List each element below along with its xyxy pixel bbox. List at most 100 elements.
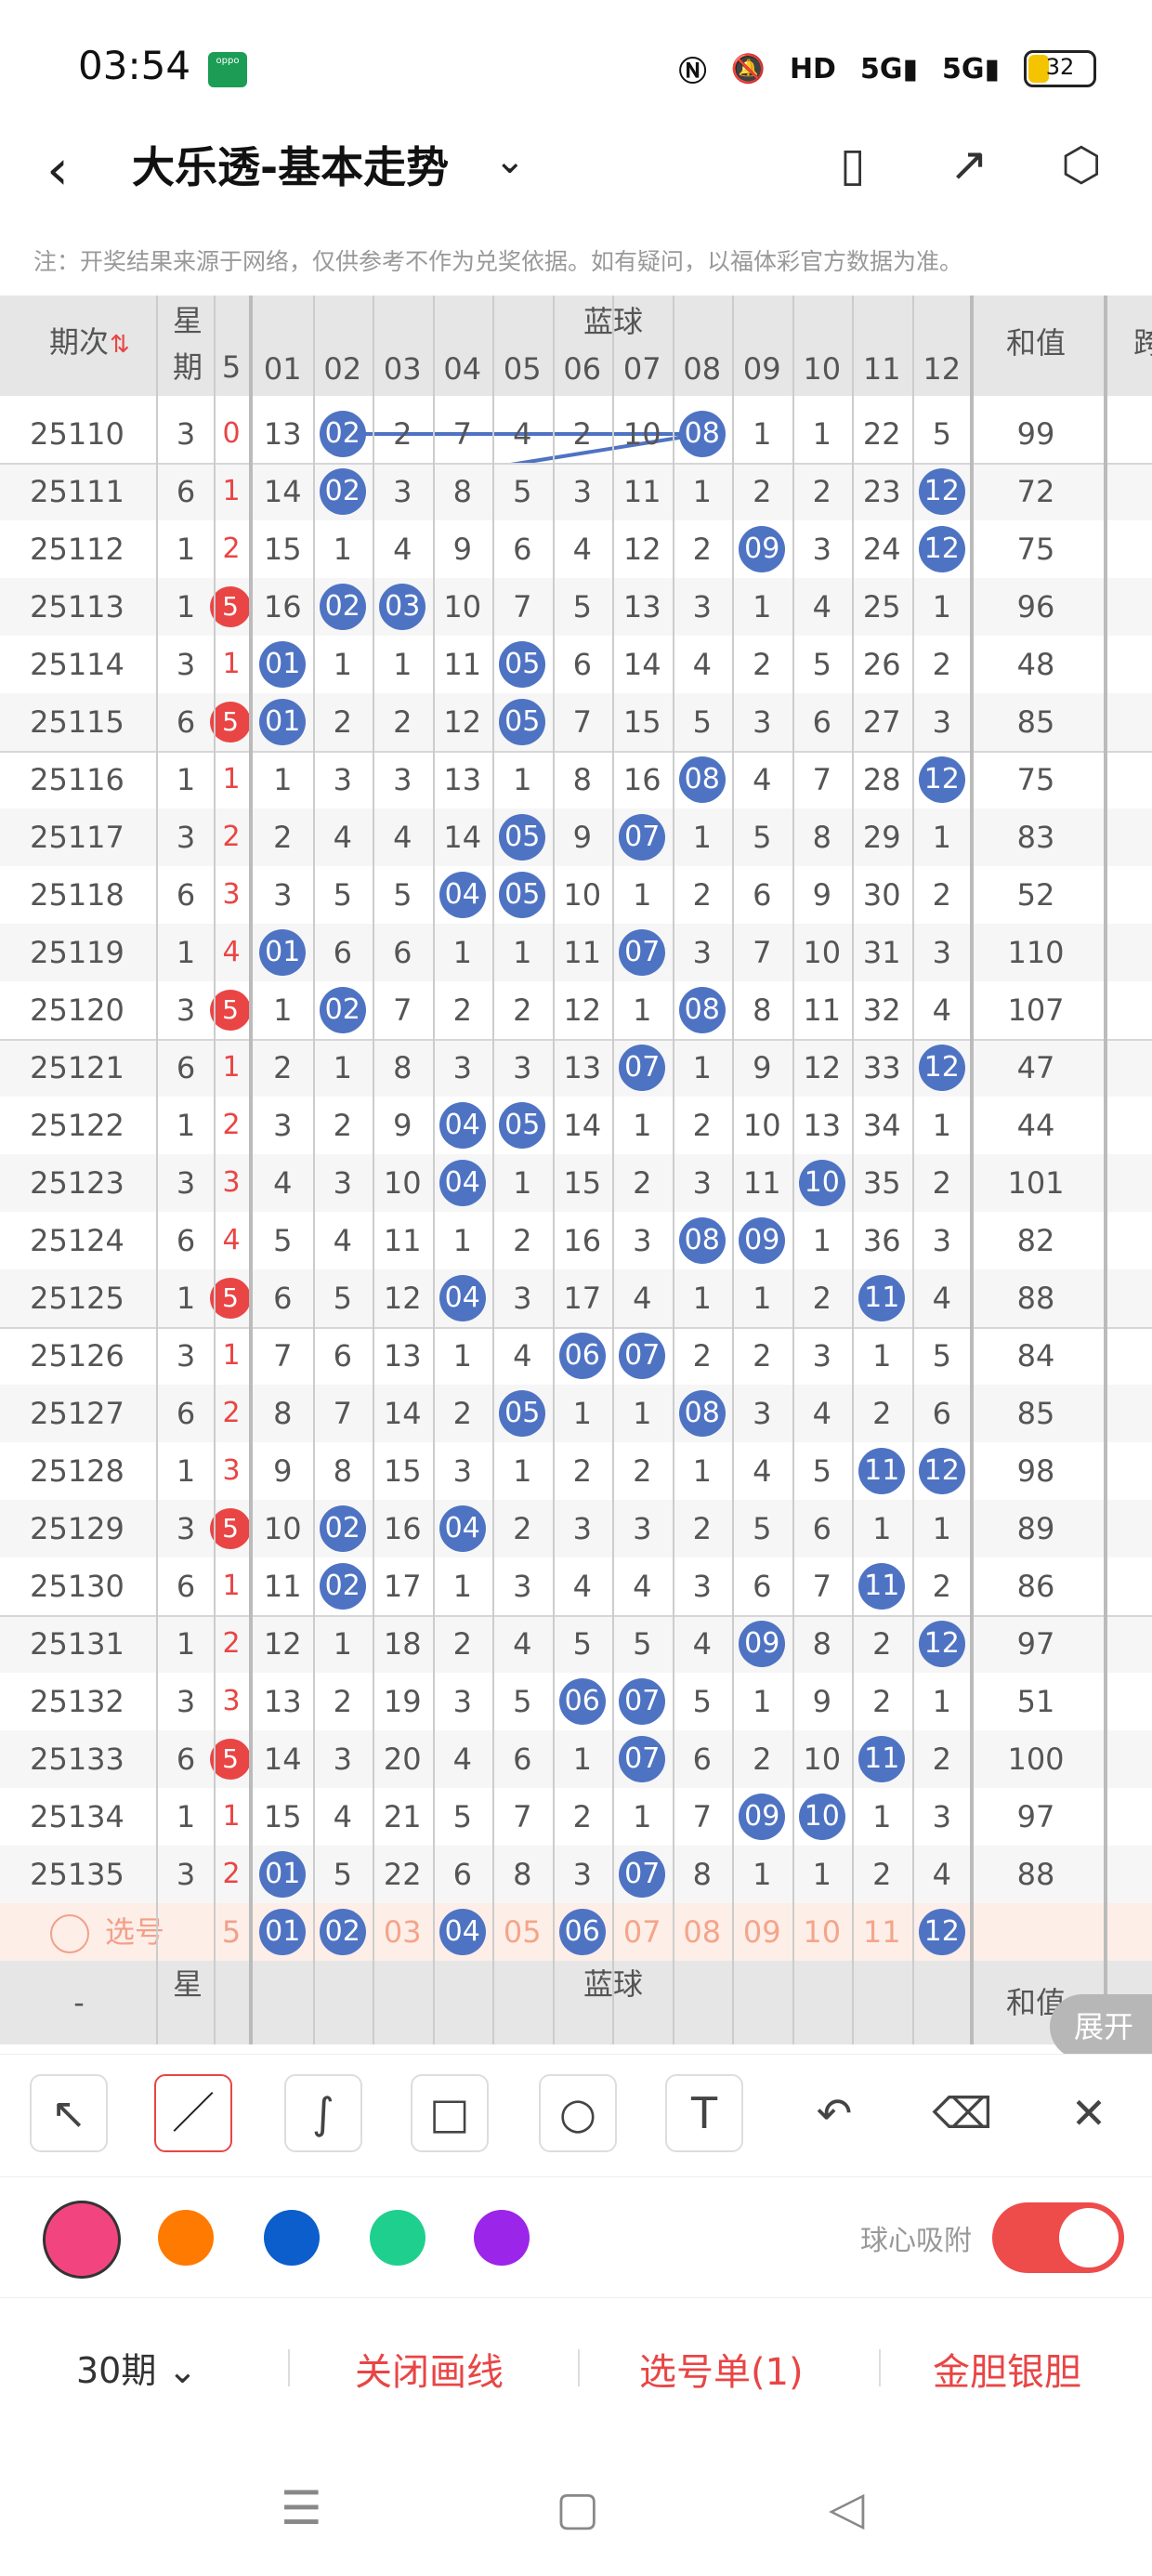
selected-ball[interactable]: 06 — [558, 1909, 606, 1955]
color-swatch-green[interactable] — [370, 2210, 425, 2266]
select-number[interactable]: 11 — [862, 1914, 901, 1950]
blue-ball: 07 — [619, 1736, 666, 1782]
front-digit: 3 — [222, 878, 241, 911]
blue-miss-count: 3 — [273, 1108, 293, 1143]
blue-miss-count: 1 — [753, 589, 772, 624]
blue-miss-count: 11 — [622, 474, 661, 509]
select-number[interactable]: 09 — [742, 1914, 781, 1950]
eraser-icon[interactable]: ⌫ — [923, 2074, 1001, 2152]
blue-miss-count: 32 — [862, 992, 901, 1028]
row-week: 3 — [176, 1857, 196, 1892]
settings-icon[interactable]: ⬡ — [1061, 138, 1102, 191]
blue-miss-count: 4 — [333, 1799, 352, 1834]
blue-miss-count: 1 — [633, 1396, 652, 1431]
color-swatch-purple[interactable] — [474, 2210, 530, 2266]
text-tool-icon[interactable]: T — [665, 2074, 743, 2152]
blue-miss-count: 1 — [812, 1223, 831, 1258]
home-nav-icon[interactable]: ▢ — [556, 2481, 600, 2535]
row-issue: 25121 — [30, 1050, 124, 1085]
select-number[interactable]: 07 — [622, 1914, 661, 1950]
blue-miss-count: 22 — [383, 1857, 422, 1892]
blue-ball: 09 — [739, 1621, 786, 1667]
row-sum: 96 — [1016, 589, 1055, 624]
blue-miss-count: 2 — [452, 992, 472, 1028]
selected-ball[interactable]: 01 — [259, 1909, 307, 1955]
row-week: 1 — [176, 935, 196, 970]
blue-miss-count: 3 — [753, 704, 772, 740]
blue-miss-count: 4 — [333, 1223, 352, 1258]
blue-miss-count: 18 — [383, 1626, 422, 1662]
blue-miss-count: 5 — [812, 647, 831, 682]
golden-button[interactable]: 金胆银胆 — [933, 2351, 1081, 2394]
circle-tool-icon[interactable]: ○ — [539, 2074, 617, 2152]
select-label: 选号 — [104, 1914, 164, 1950]
blue-miss-count: 1 — [333, 647, 352, 682]
blue-miss-count: 17 — [383, 1569, 422, 1604]
blue-miss-count: 1 — [513, 762, 532, 797]
chevron-down-icon[interactable]: ⌄ — [494, 139, 526, 182]
selected-ball[interactable]: 04 — [439, 1909, 486, 1955]
blue-ball: 06 — [558, 1678, 606, 1725]
select-number[interactable]: 05 — [503, 1914, 542, 1950]
blue-miss-count: 2 — [692, 877, 712, 913]
select-list-button[interactable]: 选号单(1) — [639, 2351, 804, 2394]
arrow-tool-icon[interactable]: ↖ — [30, 2074, 108, 2152]
color-swatch-blue[interactable] — [264, 2210, 320, 2266]
blue-miss-count: 1 — [932, 1108, 951, 1143]
menu-nav-icon[interactable]: ☰ — [281, 2481, 322, 2535]
blue-miss-count: 2 — [572, 416, 592, 452]
sort-icon[interactable]: ⇅ — [110, 331, 130, 359]
blue-miss-count: 15 — [563, 1165, 602, 1201]
select-number[interactable]: 10 — [803, 1914, 842, 1950]
row-week: 3 — [176, 1165, 196, 1201]
rectangle-tool-icon[interactable]: □ — [411, 2074, 489, 2152]
select-number[interactable]: 08 — [683, 1914, 722, 1950]
period-select[interactable]: 30期 ⌄ — [76, 2350, 198, 2391]
selected-ball[interactable]: 12 — [918, 1909, 965, 1955]
snap-toggle[interactable] — [992, 2202, 1124, 2273]
color-swatch-orange[interactable] — [158, 2210, 214, 2266]
expand-button[interactable]: 展开 — [1050, 1994, 1152, 2059]
blue-miss-count: 14 — [563, 1108, 602, 1143]
select-number[interactable]: 03 — [383, 1914, 422, 1950]
blue-ball: 05 — [499, 814, 546, 861]
blue-miss-count: 2 — [753, 1338, 772, 1373]
blue-miss-count: 3 — [333, 762, 352, 797]
blue-miss-count: 10 — [622, 416, 661, 452]
clear-icon[interactable]: ✕ — [1050, 2074, 1128, 2152]
blue-miss-count: 13 — [563, 1050, 602, 1085]
undo-icon[interactable]: ↶ — [795, 2074, 873, 2152]
blue-miss-count: 4 — [393, 820, 412, 855]
color-swatch-pink[interactable] — [43, 2201, 121, 2279]
blue-miss-count: 5 — [692, 704, 712, 740]
select-checkbox[interactable] — [50, 1914, 89, 1953]
blue-miss-count: 1 — [333, 532, 352, 567]
front-digit: 0 — [222, 417, 241, 450]
blue-miss-count: 3 — [932, 1799, 951, 1834]
blue-miss-count: 9 — [812, 1684, 831, 1719]
status-clock: 03:54 — [78, 43, 191, 88]
line-tool-icon[interactable]: ／ — [154, 2074, 232, 2152]
blue-miss-count: 1 — [633, 1108, 652, 1143]
curve-tool-icon[interactable]: ∫ — [284, 2074, 362, 2152]
screen-icon[interactable]: ▯ — [840, 138, 866, 191]
close-line-button[interactable]: 关闭画线 — [355, 2351, 504, 2394]
blue-miss-count: 7 — [273, 1338, 293, 1373]
table-row — [0, 1730, 1152, 1788]
row-issue: 25135 — [30, 1857, 124, 1892]
blue-miss-count: 7 — [692, 1799, 712, 1834]
back-nav-icon[interactable]: ◁ — [829, 2481, 865, 2535]
blue-miss-count: 5 — [633, 1626, 652, 1662]
row-sum: 52 — [1016, 877, 1055, 913]
blue-miss-count: 2 — [333, 704, 352, 740]
selected-ball[interactable]: 02 — [319, 1909, 366, 1955]
blue-miss-count: 26 — [862, 647, 901, 682]
page-title[interactable]: 大乐透-基本走势 — [132, 142, 450, 192]
blue-miss-count: 4 — [572, 532, 592, 567]
share-icon[interactable]: ↗ — [949, 138, 988, 191]
blue-miss-count: 5 — [753, 820, 772, 855]
blue-ball: 01 — [259, 1851, 307, 1898]
blue-miss-count: 8 — [753, 992, 772, 1028]
back-button[interactable]: ‹ — [46, 138, 69, 203]
row-sum: 107 — [1007, 992, 1065, 1028]
